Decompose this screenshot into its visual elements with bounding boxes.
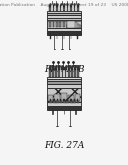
Bar (50, 35, 51, 39)
Bar (67, 99, 68, 101)
Text: FIG. 27A: FIG. 27A (44, 141, 84, 149)
Bar (77, 35, 78, 39)
Bar (63, 7, 65, 11)
Bar (47, 88, 81, 102)
Bar (65, 70, 66, 77)
Bar (67, 25, 81, 28)
Bar (55, 67, 57, 70)
Bar (74, 70, 76, 77)
Bar (57, 99, 58, 101)
Bar (68, 95, 73, 101)
Bar (55, 94, 60, 101)
Bar (70, 7, 72, 11)
Bar (77, 7, 79, 11)
Bar (47, 77, 81, 79)
Bar (47, 31, 81, 35)
Bar (49, 101, 52, 103)
Bar (77, 70, 79, 77)
Bar (61, 93, 67, 101)
Bar (77, 5, 79, 7)
Bar (70, 101, 73, 103)
Bar (67, 20, 75, 28)
Bar (73, 5, 75, 7)
Bar (60, 7, 61, 11)
Bar (63, 22, 65, 27)
Bar (63, 101, 66, 103)
Bar (63, 110, 65, 114)
Bar (53, 101, 56, 103)
Bar (60, 101, 62, 103)
Bar (47, 28, 81, 31)
Bar (77, 99, 78, 101)
Bar (47, 84, 81, 88)
Bar (67, 67, 70, 70)
Bar (56, 101, 59, 103)
Bar (74, 99, 75, 101)
Bar (53, 99, 55, 101)
Bar (74, 7, 75, 11)
Bar (49, 70, 51, 77)
Bar (52, 70, 54, 77)
Bar (52, 67, 54, 70)
Bar (60, 5, 61, 7)
Bar (53, 5, 55, 7)
Bar (49, 5, 51, 7)
Bar (70, 5, 72, 7)
Text: FIG. 27B: FIG. 27B (44, 66, 84, 75)
Bar (67, 5, 68, 7)
Bar (53, 22, 54, 27)
Bar (50, 99, 51, 101)
Bar (53, 7, 54, 11)
Bar (59, 22, 61, 27)
Bar (71, 70, 73, 77)
Bar (61, 67, 64, 70)
Bar (66, 101, 69, 103)
Bar (49, 22, 51, 27)
Bar (47, 79, 81, 81)
Bar (67, 22, 77, 28)
Bar (60, 99, 61, 101)
Bar (62, 70, 63, 77)
Bar (49, 67, 51, 70)
Bar (73, 101, 76, 103)
Text: Patent Application Publication    Aug. 12, 2008  Sheet 19 of 23    US 2008/01921: Patent Application Publication Aug. 12, … (0, 3, 128, 7)
Bar (58, 70, 60, 77)
Bar (55, 70, 57, 77)
Bar (56, 7, 58, 11)
Bar (77, 101, 79, 103)
Bar (47, 11, 81, 13)
Bar (68, 70, 70, 77)
Bar (67, 23, 79, 28)
Bar (64, 67, 67, 70)
Bar (47, 18, 81, 28)
Bar (49, 7, 51, 11)
Bar (75, 94, 80, 101)
Bar (47, 106, 81, 110)
Bar (48, 95, 53, 101)
Bar (74, 67, 76, 70)
Bar (63, 5, 65, 7)
Bar (56, 5, 58, 7)
Bar (71, 67, 73, 70)
Bar (63, 99, 65, 101)
Bar (70, 99, 72, 101)
Bar (47, 13, 81, 15)
Bar (47, 15, 81, 18)
Bar (47, 81, 81, 84)
Bar (56, 22, 58, 27)
Bar (47, 102, 81, 106)
Bar (67, 7, 68, 11)
Bar (75, 110, 76, 114)
Bar (52, 110, 53, 114)
Bar (58, 67, 61, 70)
Bar (77, 67, 79, 70)
